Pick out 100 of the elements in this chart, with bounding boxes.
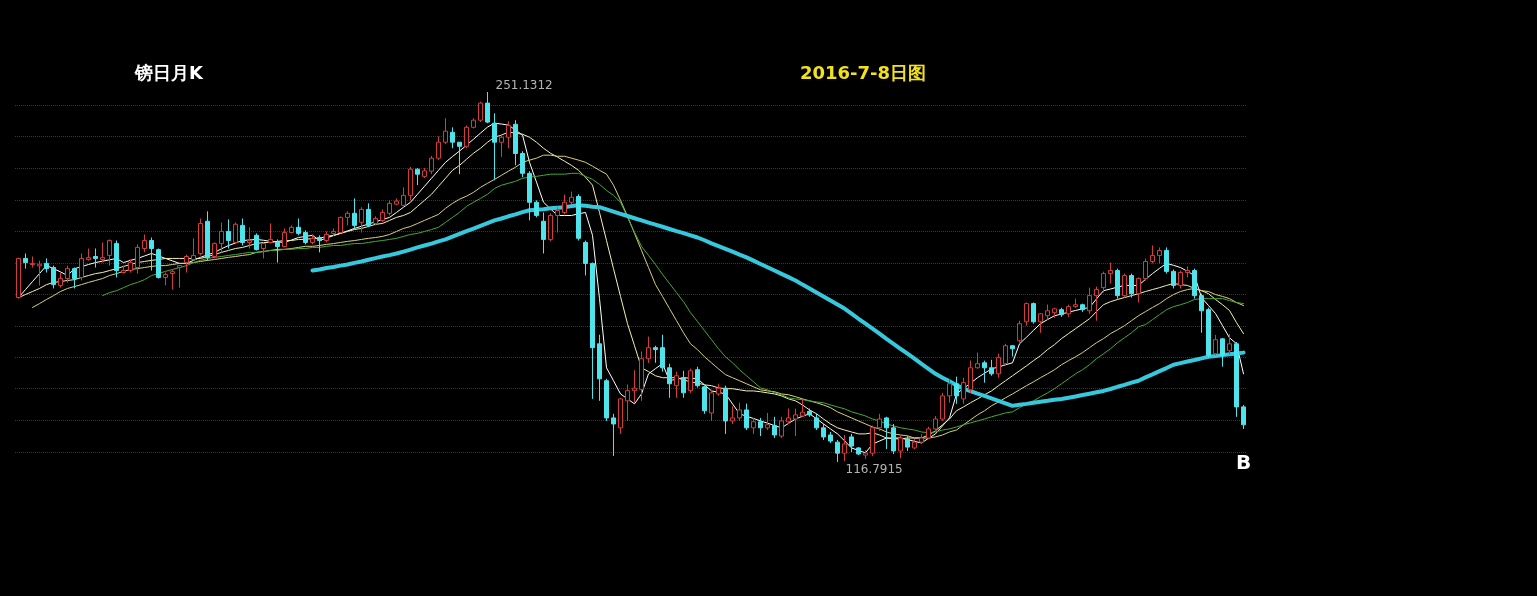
candlestick [156, 248, 161, 280]
candlestick [387, 199, 392, 216]
candlestick [37, 260, 42, 286]
candlestick [639, 351, 644, 402]
candlestick [814, 413, 819, 431]
candlestick [1073, 298, 1078, 309]
candlestick [1192, 268, 1197, 300]
candlestick [513, 119, 518, 166]
candlestick [1185, 265, 1190, 278]
candlestick [1080, 303, 1085, 313]
candlestick [660, 334, 665, 373]
candlestick [835, 439, 840, 463]
candlestick [1150, 245, 1155, 264]
candlestick [534, 199, 539, 218]
candlestick [646, 336, 651, 364]
candlestick [737, 402, 742, 422]
candlestick [527, 170, 532, 221]
candlestick [674, 371, 679, 399]
candlestick [1143, 257, 1148, 281]
candlestick [1129, 273, 1134, 299]
candlestick [212, 241, 217, 259]
candlestick [912, 438, 917, 450]
candlestick [597, 334, 602, 402]
candlestick [842, 434, 847, 462]
candlestick [1108, 262, 1113, 284]
candlestick [996, 353, 1001, 379]
candlestick [807, 408, 812, 418]
candlestick [1206, 307, 1211, 359]
candlestick [198, 218, 203, 256]
candlestick [548, 212, 553, 242]
candlestick [93, 248, 98, 269]
candlestick [65, 265, 70, 284]
candlestick [975, 352, 980, 370]
candlestick [632, 369, 637, 404]
candlestick [961, 377, 966, 405]
candlestick [114, 240, 119, 278]
candlestick [1136, 276, 1141, 304]
candlestick [485, 91, 490, 124]
candlestick [331, 227, 336, 237]
candlestick [121, 265, 126, 275]
candlestick [380, 208, 385, 223]
candlestick [499, 134, 504, 158]
candlestick [352, 197, 357, 229]
candlestick [1010, 344, 1015, 357]
candlestick [758, 417, 763, 437]
candlestick [926, 426, 931, 440]
candlestick [618, 397, 623, 435]
candlestick [1171, 268, 1176, 289]
candlestick [226, 218, 231, 250]
candlestick [464, 124, 469, 149]
candlestick [1066, 304, 1071, 318]
candlestick [1031, 302, 1036, 325]
candlestick [394, 197, 399, 206]
candlestick [366, 202, 371, 228]
candlestick [254, 232, 259, 251]
candlestick [751, 417, 756, 435]
candlestick [954, 376, 959, 405]
candlestick [1115, 268, 1120, 300]
candlestick [1045, 303, 1050, 321]
candlestick [520, 150, 525, 178]
candlestick [947, 378, 952, 404]
candlestick [1052, 307, 1057, 319]
candlestick [345, 210, 350, 226]
candlestick [240, 218, 245, 246]
candlestick [1087, 287, 1092, 315]
candlestick [450, 126, 455, 149]
candlestick [611, 413, 616, 457]
candlestick [478, 101, 483, 123]
annotation: B [1235, 450, 1252, 474]
chart-title: 镑日月K [134, 61, 204, 83]
candlestick [625, 384, 630, 422]
candlestick [709, 389, 714, 422]
candlestick [870, 425, 875, 457]
annotation: 116.7915 [845, 462, 903, 476]
candlestick [716, 383, 721, 397]
candlestick [1059, 307, 1064, 318]
candlestick [58, 271, 63, 289]
candlestick [772, 416, 777, 439]
candlestick [296, 218, 301, 236]
candlestick [1017, 320, 1022, 344]
candlestick [1178, 270, 1183, 289]
candlestick [667, 363, 672, 399]
candlestick [422, 167, 427, 179]
candlestick [310, 233, 315, 245]
candlestick [744, 403, 749, 431]
candlestick [562, 194, 567, 215]
candlestick [688, 368, 693, 394]
candlestick [919, 433, 924, 445]
candlestick [289, 224, 294, 234]
candlestick [275, 238, 280, 264]
candlestick [1234, 341, 1239, 418]
candlestick [1164, 246, 1169, 275]
candlestick [828, 431, 833, 444]
candlestick [541, 211, 546, 254]
candlestick [849, 433, 854, 453]
candlestick [1101, 271, 1106, 294]
candlestick [576, 193, 581, 242]
candlestick [23, 252, 28, 270]
candlestick [44, 257, 49, 273]
candlestick [1003, 343, 1008, 367]
